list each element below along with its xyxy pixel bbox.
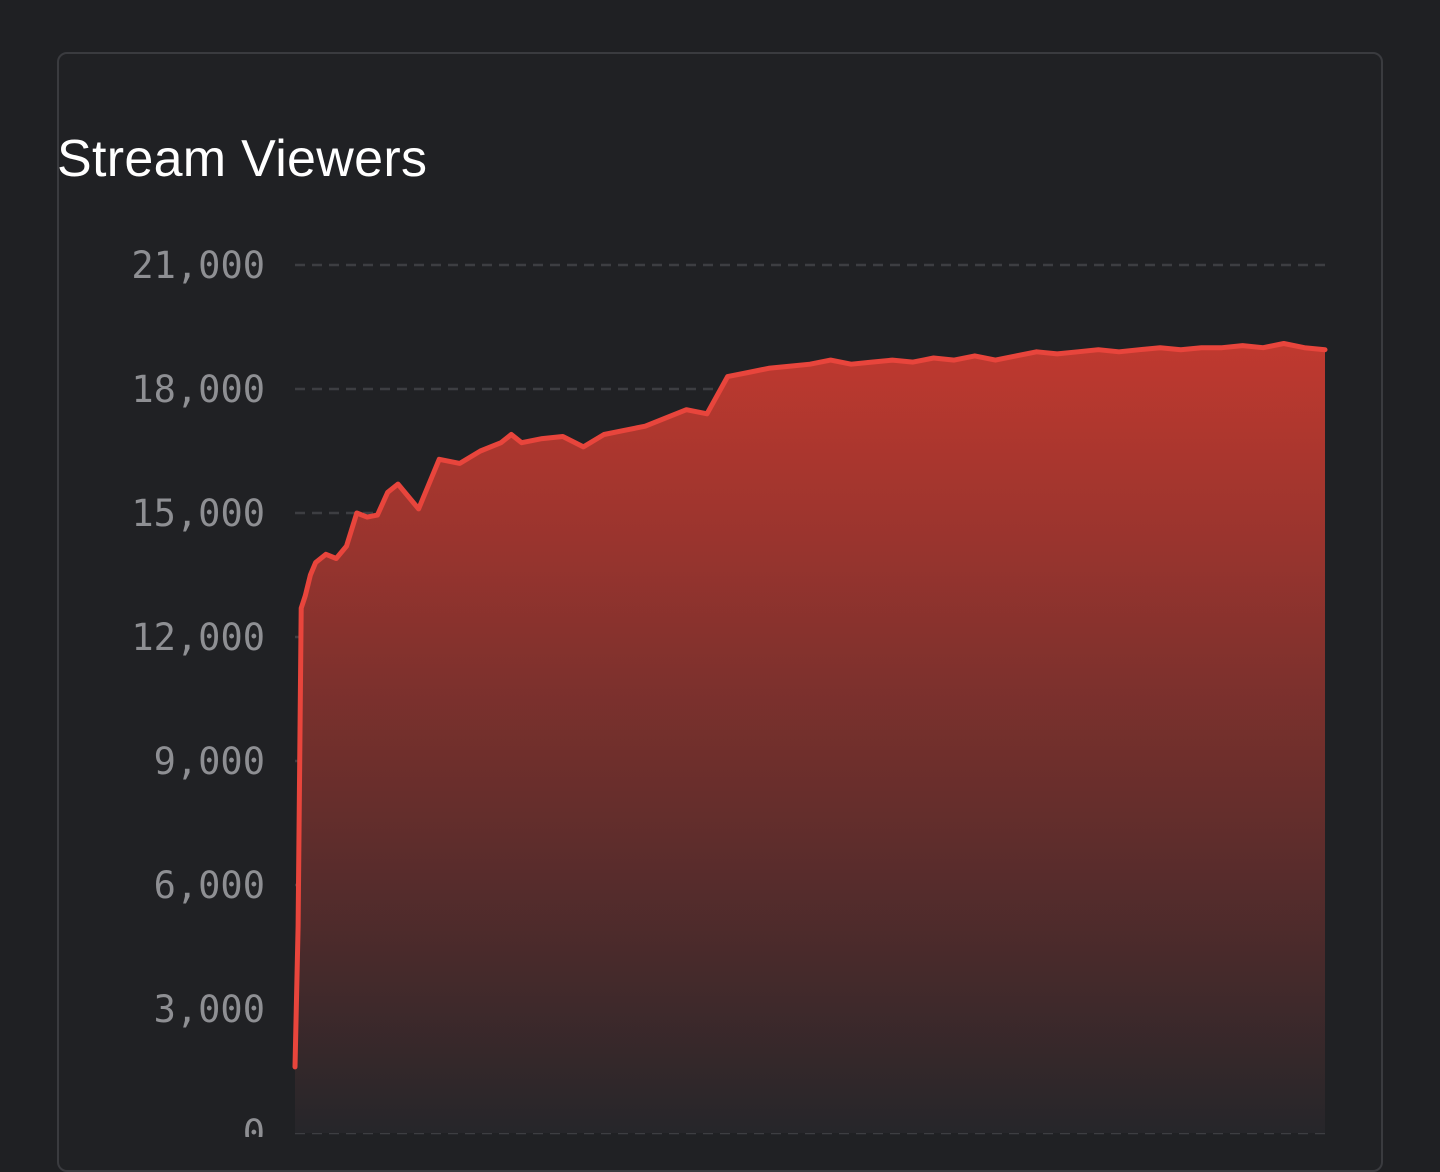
y-tick-label: 0 — [243, 1112, 265, 1137]
area-chart: 0 3,000 6,000 9,000 12,000 15,000 18,000 21,000 — [131, 244, 1328, 1137]
y-tick-label: 3,000 — [154, 988, 265, 1031]
series-line — [292, 341, 1328, 1070]
y-tick-label: 9,000 — [154, 740, 265, 783]
y-axis-ticks: 0 3,000 6,000 9,000 12,000 15,000 18,000 21,000 — [131, 244, 265, 1137]
y-tick-label: 18,000 — [131, 368, 265, 411]
area-fill — [295, 343, 1325, 1133]
line-group — [292, 341, 1328, 1070]
y-tick-label: 21,000 — [131, 244, 265, 287]
chart-title: Stream Viewers — [57, 130, 428, 188]
y-tick-label: 6,000 — [154, 864, 265, 907]
y-tick-label: 12,000 — [131, 616, 265, 659]
y-tick-label: 15,000 — [131, 492, 265, 535]
area-fill-group — [295, 343, 1325, 1133]
